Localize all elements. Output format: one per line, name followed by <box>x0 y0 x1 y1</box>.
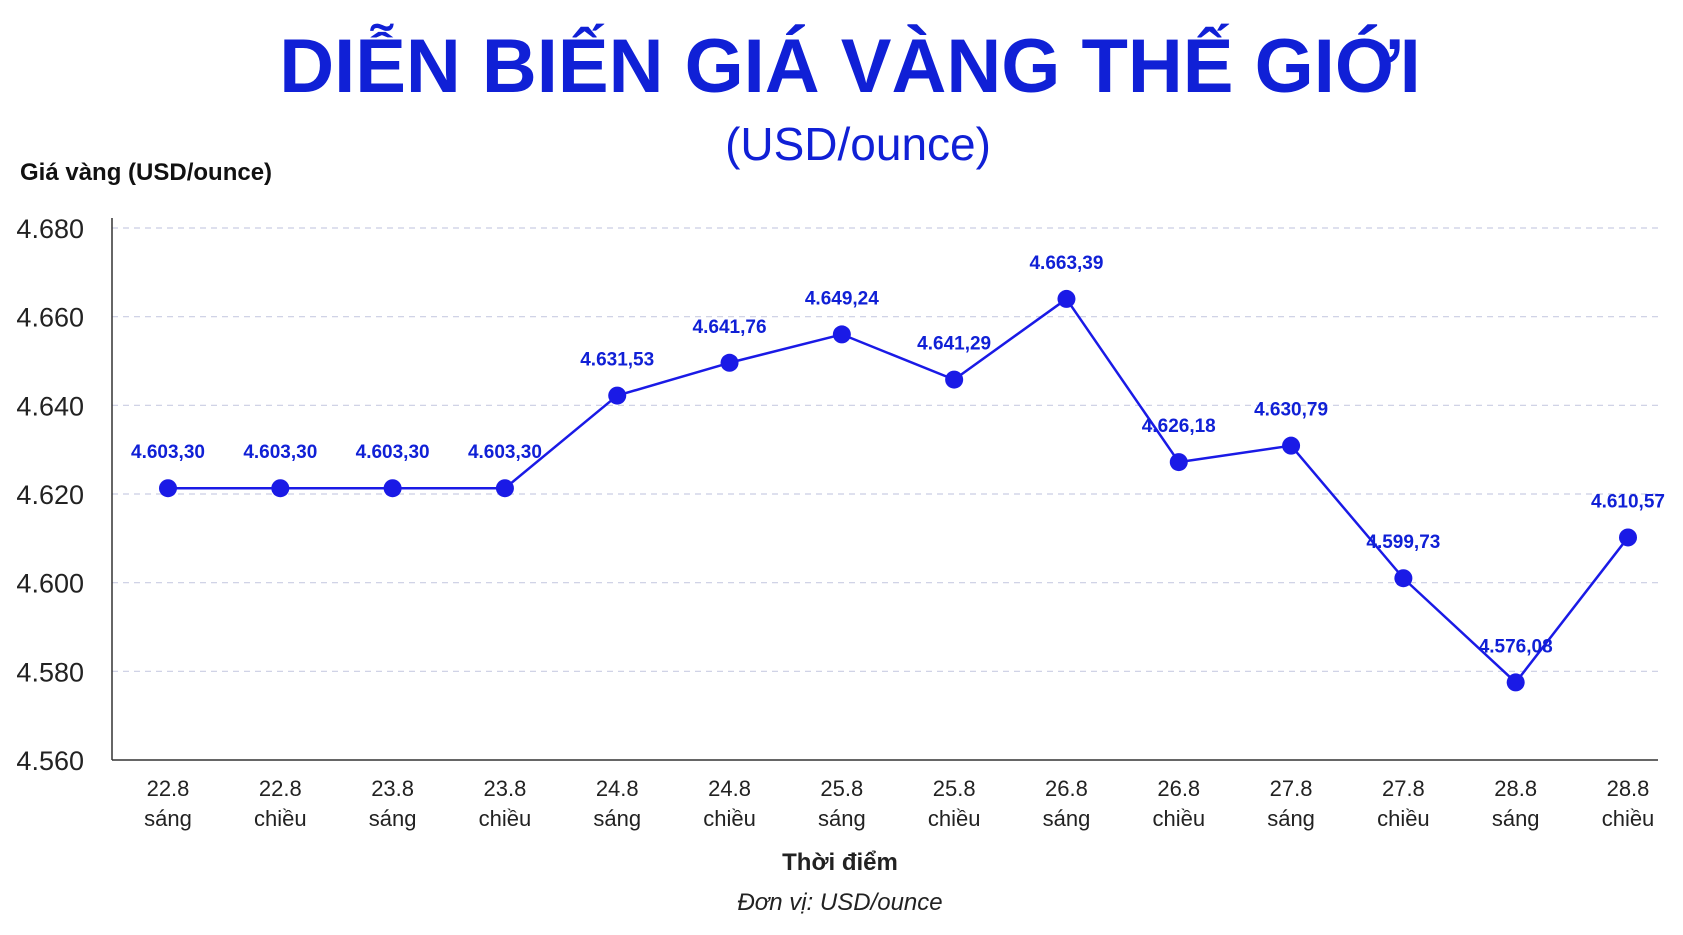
y-tick-label: 4.560 <box>16 746 84 776</box>
x-tick-label: sáng <box>144 806 192 831</box>
y-tick-label: 4.620 <box>16 480 84 510</box>
data-point <box>1169 453 1188 472</box>
x-tick-label: 24.8 <box>596 776 639 801</box>
data-label: 4.630,79 <box>1254 400 1328 421</box>
x-tick-label: 27.8 <box>1270 776 1313 801</box>
chart-title: DIỄN BIẾN GIÁ VÀNG THẾ GIỚI <box>279 23 1421 109</box>
data-label: 4.576,08 <box>1479 636 1553 657</box>
y-axis-label: Giá vàng (USD/ounce) <box>20 159 272 186</box>
unit-note: Đơn vị: USD/ounce <box>737 889 942 916</box>
data-point <box>832 325 851 344</box>
x-tick-label: sáng <box>369 806 417 831</box>
x-tick-label: sáng <box>1043 806 1091 831</box>
data-label: 4.603,30 <box>131 442 205 463</box>
x-tick-label: 22.8 <box>259 776 302 801</box>
axes <box>111 218 1658 761</box>
x-tick-label: 27.8 <box>1382 776 1425 801</box>
data-point <box>1506 673 1525 692</box>
x-tick-label: sáng <box>593 806 641 831</box>
x-tick-label: chiều <box>1377 806 1430 831</box>
x-tick-label: chiều <box>1602 806 1655 831</box>
data-labels: 4.603,30 4.603,30 4.603,30 4.603,30 4.631,53… <box>131 253 1665 657</box>
x-tick-label: 28.8 <box>1494 776 1537 801</box>
data-point <box>159 479 177 498</box>
y-tick-label: 4.580 <box>16 657 84 687</box>
x-tick-label: chiều <box>928 806 981 831</box>
x-tick-label: 25.8 <box>933 776 976 801</box>
y-tick-labels: 4.560 4.580 4.600 4.620 4.640 4.660 4.680 <box>16 214 84 776</box>
grid <box>112 227 1658 672</box>
data-label: 4.599,73 <box>1366 532 1440 553</box>
x-tick-label: 28.8 <box>1607 776 1650 801</box>
data-point <box>720 353 739 372</box>
data-label: 4.603,30 <box>468 442 542 463</box>
y-tick-label: 4.600 <box>16 569 84 599</box>
data-point <box>383 479 402 498</box>
x-tick-label: 25.8 <box>820 776 863 801</box>
data-label: 4.663,39 <box>1029 253 1103 274</box>
x-tick-label: 26.8 <box>1157 776 1200 801</box>
x-tick-label: 26.8 <box>1045 776 1088 801</box>
x-tick-label: 23.8 <box>371 776 414 801</box>
data-point <box>1619 528 1637 547</box>
x-tick-label: chiều <box>703 806 756 831</box>
data-point <box>608 386 627 405</box>
data-label: 4.626,18 <box>1142 416 1216 437</box>
x-tick-label: chiều <box>479 806 532 831</box>
x-tick-label: 23.8 <box>484 776 527 801</box>
x-tick-label: sáng <box>818 806 866 831</box>
data-label: 4.649,24 <box>805 288 879 309</box>
x-tick-label: 22.8 <box>147 776 190 801</box>
x-tick-label: sáng <box>1267 806 1315 831</box>
y-tick-label: 4.660 <box>16 303 84 333</box>
data-point <box>495 479 514 498</box>
chart-subtitle: (USD/ounce) <box>725 118 991 170</box>
data-label: 4.641,29 <box>917 334 991 355</box>
series-line <box>168 297 1629 684</box>
data-point <box>945 370 964 389</box>
x-tick-label: 24.8 <box>708 776 751 801</box>
data-point <box>1057 289 1076 308</box>
data-label: 4.641,76 <box>693 317 767 338</box>
y-tick-label: 4.640 <box>16 391 84 421</box>
data-point <box>1282 436 1301 455</box>
y-tick-label: 4.680 <box>16 214 84 244</box>
x-tick-label: chiều <box>254 806 307 831</box>
x-tick-label: sáng <box>1492 806 1540 831</box>
data-label: 4.631,53 <box>580 350 654 371</box>
x-tick-label: chiều <box>1152 806 1205 831</box>
series <box>159 289 1637 692</box>
data-label: 4.603,30 <box>356 442 430 463</box>
x-tick-labels: 22.8 sáng 22.8 chiều 23.8 sáng 23.8 chiều 24.8 sá… <box>144 776 1654 831</box>
data-label: 4.610,57 <box>1591 491 1665 512</box>
data-point <box>271 479 290 498</box>
data-point <box>1394 569 1413 588</box>
data-label: 4.603,30 <box>243 442 317 463</box>
x-axis-label: Thời điểm <box>782 849 898 876</box>
